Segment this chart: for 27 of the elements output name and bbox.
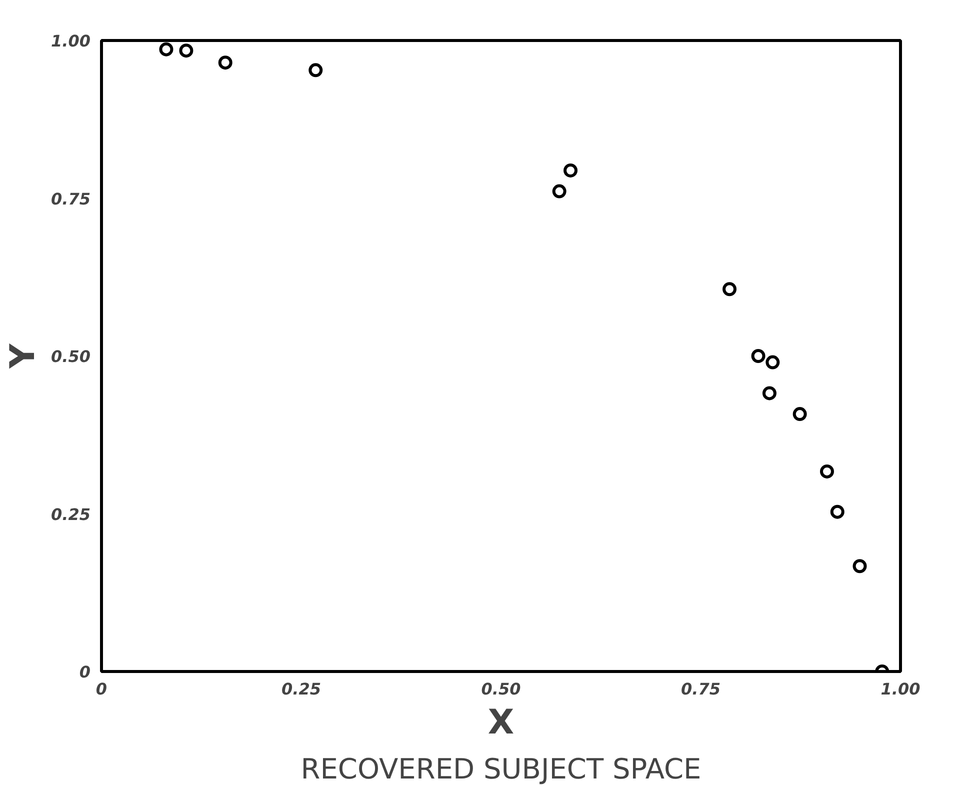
y-axis-title: Y xyxy=(3,343,44,370)
x-tick-label: 0.75 xyxy=(681,680,720,698)
point xyxy=(766,355,780,370)
point xyxy=(722,282,737,296)
point xyxy=(218,56,232,70)
point xyxy=(552,184,566,198)
x-tick-label: 0 xyxy=(96,680,108,698)
y-tick-label: 0.75 xyxy=(51,189,91,208)
point xyxy=(852,559,867,574)
y-tick-label: 1.00 xyxy=(51,32,91,50)
point xyxy=(830,504,844,519)
point xyxy=(179,44,194,58)
point xyxy=(308,63,323,78)
point xyxy=(751,349,766,363)
x-tick-label: 0.50 xyxy=(481,680,521,698)
point xyxy=(762,386,776,400)
x-tick-label: 0.25 xyxy=(282,680,321,698)
point xyxy=(564,163,578,178)
x-axis-title: X xyxy=(488,702,514,742)
point xyxy=(820,464,834,478)
point xyxy=(159,42,174,56)
y-tick-label: 0 xyxy=(79,662,91,682)
y-tick-label: 0.50 xyxy=(51,347,91,366)
x-tick-label: 1.00 xyxy=(880,680,920,698)
point xyxy=(792,407,807,422)
text: RECOVERED SUBJECT SPACE xyxy=(300,752,702,786)
y-tick-label: 0.25 xyxy=(51,504,91,524)
